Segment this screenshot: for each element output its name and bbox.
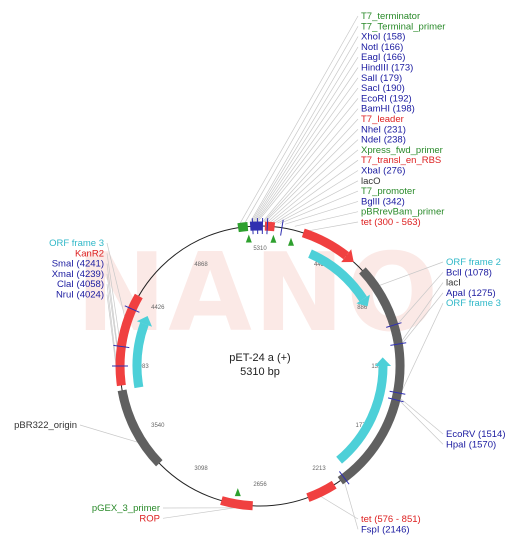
features [112,217,407,511]
laci-feature [337,267,405,485]
plasmid-size: 5310 bp [240,366,280,378]
tick-label: 4426 [151,305,165,311]
feature-label: T7_transl_en_RBS [361,155,441,166]
restriction-site-mark [339,471,350,485]
feature-label: XbaI (276) [361,166,405,177]
feature-label: ORF frame 3 [446,298,501,309]
feature-label: FspI (2146) [361,524,410,535]
feature-label: ORF frame 2 [446,257,501,268]
feature-label: ClaI (4058) [57,279,104,290]
feature-label: SalI (179) [361,73,402,84]
t7-terminal-primer-marker [245,234,252,243]
feature-label: T7_Terminal_primer [361,21,445,32]
tick-label: 443 [314,262,325,268]
feature-label: NruI (4024) [56,290,104,301]
rop-feature [220,496,254,511]
feature-label: ROP [139,513,160,524]
feature-label: tet (300 - 563) [361,217,421,228]
pbr322-origin-feature [117,389,163,467]
feature-label: EcoRV (1514) [446,429,506,440]
restriction-site-mark [251,218,254,235]
restriction-site-mark [280,219,284,236]
feature-label: NheI (231) [361,124,406,135]
feature-label: SmaI (4241) [52,259,104,270]
feature-label: HpaI (1570) [446,439,496,450]
feature-label: BclI (1078) [446,267,492,278]
feature-label: XhoI (158) [361,32,405,43]
restriction-site-mark [387,397,404,403]
feature-label: ORF frame 3 [49,238,104,249]
kanr2-feature [115,293,143,387]
restriction-site-mark [113,344,130,349]
feature-label: T7_leader [361,114,404,125]
feature-label: BamHI (198) [361,104,415,115]
orf-frame-3-right-arrow [336,357,392,464]
tick-label: 3098 [194,466,208,472]
feature-label: Xpress_fwd_primer [361,145,443,156]
restriction-site-mark [390,342,407,346]
orf-frame-2-arrow [308,249,370,307]
feature-label: pBRrevBam_primer [361,207,444,218]
feature-label: SacI (190) [361,83,405,94]
feature-label: ApaI (1275) [446,288,496,299]
feature-label: pGEX_3_primer [92,503,160,514]
tick-label: 2213 [312,466,326,472]
feature-label: tet (576 - 851) [361,514,421,525]
tick-label: 5310 [253,246,267,252]
feature-label: T7_promoter [361,186,415,197]
t7-terminator-feature [237,222,249,233]
tick-label: 2656 [253,482,267,488]
restriction-site-mark [266,218,269,235]
t7-leader-feature [264,221,276,232]
feature-label: T7_terminator [361,11,420,22]
feature-label: lacO [361,176,381,187]
feature-label: pBR322_origin [14,420,77,431]
restriction-site-mark [124,305,140,313]
feature-label: EagI (166) [361,52,405,63]
plasmid-name: pET-24 a (+) [229,352,290,364]
leader-lines [79,15,444,530]
orf-frame-3-left-arrow [132,316,152,389]
tick-label: 1328 [371,364,385,370]
feature-label: HindIII (173) [361,63,413,74]
feature-label: lacI [446,278,461,289]
pgex-3-primer-marker [234,488,241,497]
pbrrevbam-primer-marker [288,237,294,246]
feature-label: NdeI (238) [361,135,406,146]
xpress-primer-marker [270,234,277,243]
feature-label: EcoRI (192) [361,93,412,104]
tick-label: 886 [357,305,368,311]
restriction-site-mark [386,322,402,328]
feature-label: BglII (342) [361,196,405,207]
tet-upper-feature [301,228,354,263]
feature-label: XmaI (4239) [52,269,104,280]
tet-lower-feature [306,480,337,502]
tick-label: 4868 [194,262,208,268]
tick-label: 3540 [151,423,165,429]
restriction-site-mark [389,390,406,395]
tick-label: 3983 [135,364,149,370]
feature-label: NotI (166) [361,42,403,53]
feature-label: KanR2 [75,248,104,259]
